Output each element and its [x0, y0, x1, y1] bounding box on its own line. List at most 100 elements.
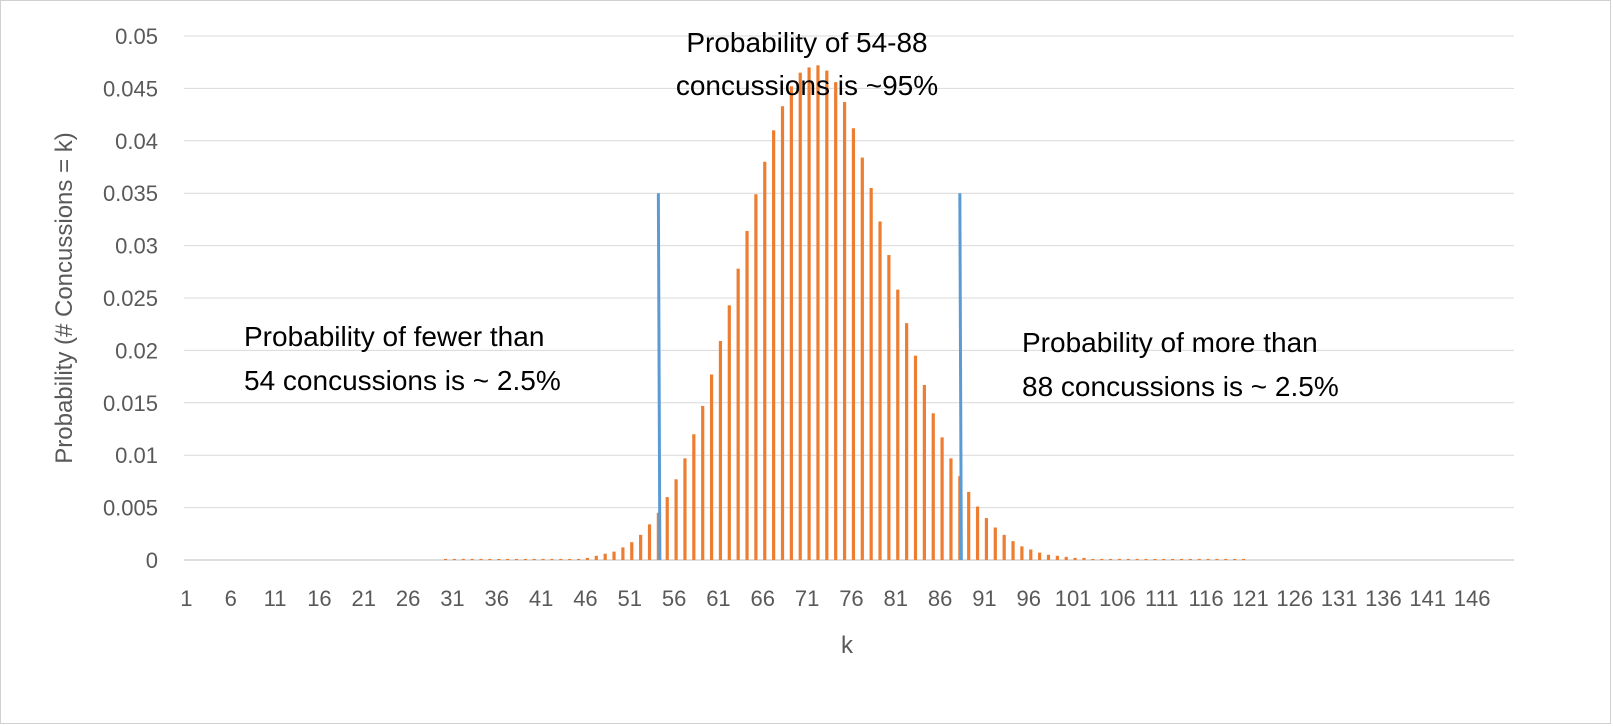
bar	[1179, 558, 1184, 560]
bar	[975, 506, 980, 560]
x-tick-label: 26	[396, 586, 420, 611]
y-tick-label: 0.02	[115, 338, 158, 363]
y-tick-label: 0.045	[103, 76, 158, 101]
bar	[1144, 558, 1148, 560]
bar	[1082, 557, 1086, 560]
bar	[993, 527, 997, 560]
y-tick-label: 0.01	[115, 443, 158, 468]
bar	[665, 497, 669, 560]
x-tick-label: 96	[1017, 586, 1041, 611]
bar	[745, 230, 749, 561]
bar	[1206, 558, 1210, 560]
bar	[452, 558, 457, 560]
bar	[1188, 558, 1192, 560]
bar	[798, 72, 802, 561]
x-tick-label: 146	[1454, 586, 1491, 611]
bar	[1162, 558, 1166, 560]
annotation-center-line-1: Probability of 54-88	[686, 27, 927, 58]
bar	[1197, 558, 1201, 560]
x-tick-label: 106	[1099, 586, 1136, 611]
y-tick-label: 0.025	[103, 286, 158, 311]
bar	[878, 221, 882, 560]
bar	[860, 157, 864, 560]
bar	[576, 558, 581, 560]
bar	[559, 558, 563, 560]
x-tick-label: 31	[440, 586, 464, 611]
bar	[621, 547, 625, 560]
bar	[514, 558, 519, 560]
y-tick-label: 0.015	[103, 391, 158, 416]
x-tick-label: 131	[1321, 586, 1358, 611]
y-tick-label: 0.04	[115, 129, 158, 154]
x-tick-label: 76	[839, 586, 863, 611]
x-tick-label: 101	[1055, 586, 1092, 611]
bar	[789, 86, 793, 560]
bar	[594, 555, 598, 560]
x-tick-label: 56	[662, 586, 686, 611]
bar	[639, 534, 643, 560]
bar	[1224, 558, 1228, 560]
bar	[842, 102, 847, 561]
bar	[1241, 558, 1246, 560]
bar	[497, 558, 501, 560]
bar	[1100, 558, 1104, 560]
x-tick-label: 51	[618, 586, 642, 611]
bar	[532, 558, 536, 560]
bar	[1055, 555, 1059, 560]
x-tick-label: 6	[225, 586, 237, 611]
marker-line	[958, 193, 963, 561]
bar	[443, 558, 448, 560]
bar	[506, 558, 510, 560]
annotation-left: Probability of fewer than 54 concussions…	[244, 321, 561, 396]
bar	[1117, 558, 1122, 560]
bar	[940, 437, 944, 560]
x-tick-label: 81	[884, 586, 908, 611]
bar	[541, 558, 545, 560]
bar	[568, 558, 572, 560]
y-tick-label: 0.005	[103, 496, 158, 521]
bar	[479, 558, 483, 560]
bar	[1171, 558, 1175, 560]
annotation-left-line-2: 54 concussions is ~ 2.5%	[244, 365, 561, 396]
x-tick-label: 16	[307, 586, 331, 611]
y-tick-label: 0	[146, 548, 158, 573]
bar	[1038, 552, 1042, 560]
bar	[922, 384, 926, 560]
bar	[984, 518, 989, 560]
bar	[772, 130, 776, 560]
marker-lines	[656, 193, 963, 561]
bar	[683, 458, 687, 560]
bar	[1029, 549, 1033, 560]
y-tick-label: 0.035	[103, 181, 158, 206]
bar	[816, 65, 820, 561]
bar	[523, 558, 527, 560]
bar-series	[443, 65, 1246, 561]
x-tick-label: 111	[1145, 586, 1178, 611]
bar	[1135, 558, 1139, 560]
bar	[647, 524, 652, 560]
bar	[461, 558, 465, 560]
x-tick-label: 71	[795, 586, 819, 611]
bar	[913, 355, 918, 560]
x-tick-label: 41	[529, 586, 553, 611]
bar	[869, 187, 873, 560]
bar	[763, 161, 767, 560]
x-tick-label: 36	[485, 586, 509, 611]
x-tick-label: 86	[928, 586, 952, 611]
bar	[550, 558, 554, 560]
x-axis-ticks: 1 6 11 16 21 26 31 36 41 46 51 56 61 66 71 76 81 86 91 96 10…	[180, 586, 1490, 611]
annotation-center-line-2: concussions is ~95%	[676, 70, 938, 101]
bar	[967, 491, 971, 560]
x-tick-label: 141	[1409, 586, 1446, 611]
bar	[807, 67, 811, 560]
gridlines	[184, 35, 1514, 561]
bar	[905, 323, 909, 560]
annotation-right-line-2: 88 concussions is ~ 2.5%	[1022, 371, 1339, 402]
x-tick-label: 21	[352, 586, 376, 611]
x-tick-label: 116	[1189, 586, 1224, 611]
bar	[825, 70, 829, 561]
bar	[1153, 558, 1157, 560]
bar	[612, 551, 616, 560]
